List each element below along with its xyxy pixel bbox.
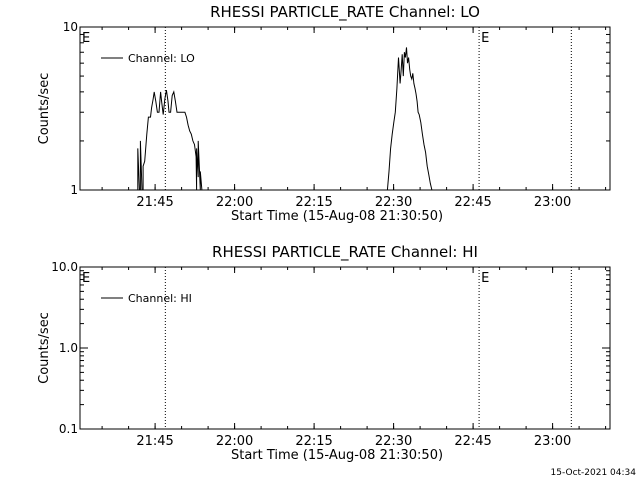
x-axis-title: Start Time (15-Aug-08 21:30:50) bbox=[231, 209, 443, 224]
x-tick-label: 23:00 bbox=[534, 195, 571, 210]
x-tick-label: 22:00 bbox=[216, 434, 253, 449]
x-tick-label: 21:45 bbox=[136, 195, 173, 210]
chart-title: RHESSI PARTICLE_RATE Channel: HI bbox=[212, 243, 478, 262]
y-tick-label: 10 bbox=[63, 20, 78, 34]
event-marker-label: E bbox=[82, 31, 90, 46]
lo-channel-panel: RHESSI PARTICLE_RATE Channel: LO 21:45 22:… bbox=[37, 3, 611, 224]
x-axis-title: Start Time (15-Aug-08 21:30:50) bbox=[231, 448, 443, 463]
y-tick-label: 10.0 bbox=[51, 260, 78, 274]
hi-channel-panel: RHESSI PARTICLE_RATE Channel: HI 21:45 22:… bbox=[37, 243, 611, 463]
x-tick-label: 22:45 bbox=[454, 195, 491, 210]
y-tick-label: 0.1 bbox=[59, 422, 78, 436]
chart-title: RHESSI PARTICLE_RATE Channel: LO bbox=[210, 3, 480, 22]
event-marker-label: E bbox=[82, 271, 90, 286]
series-line bbox=[137, 47, 434, 191]
x-tick-label: 22:00 bbox=[216, 195, 253, 210]
y-axis-title: Counts/sec bbox=[37, 73, 52, 145]
event-marker-label: E bbox=[481, 271, 489, 286]
y-tick-label: 1.0 bbox=[59, 341, 78, 355]
event-marker-label: E bbox=[481, 31, 489, 46]
x-tick-label: 21:45 bbox=[136, 434, 173, 449]
y-axis-title: Counts/sec bbox=[37, 312, 52, 384]
x-tick-label: 23:00 bbox=[534, 434, 571, 449]
x-tick-label: 22:30 bbox=[375, 434, 412, 449]
x-tick-label: 22:15 bbox=[295, 434, 332, 449]
x-tick-label: 22:15 bbox=[295, 195, 332, 210]
legend-label: Channel: HI bbox=[128, 292, 192, 305]
legend-label: Channel: LO bbox=[128, 52, 195, 65]
y-tick-label: 1 bbox=[70, 183, 78, 197]
x-tick-label: 22:30 bbox=[375, 195, 412, 210]
footer-timestamp: 15-Oct-2021 04:34 bbox=[551, 468, 637, 478]
x-tick-label: 22:45 bbox=[454, 434, 491, 449]
